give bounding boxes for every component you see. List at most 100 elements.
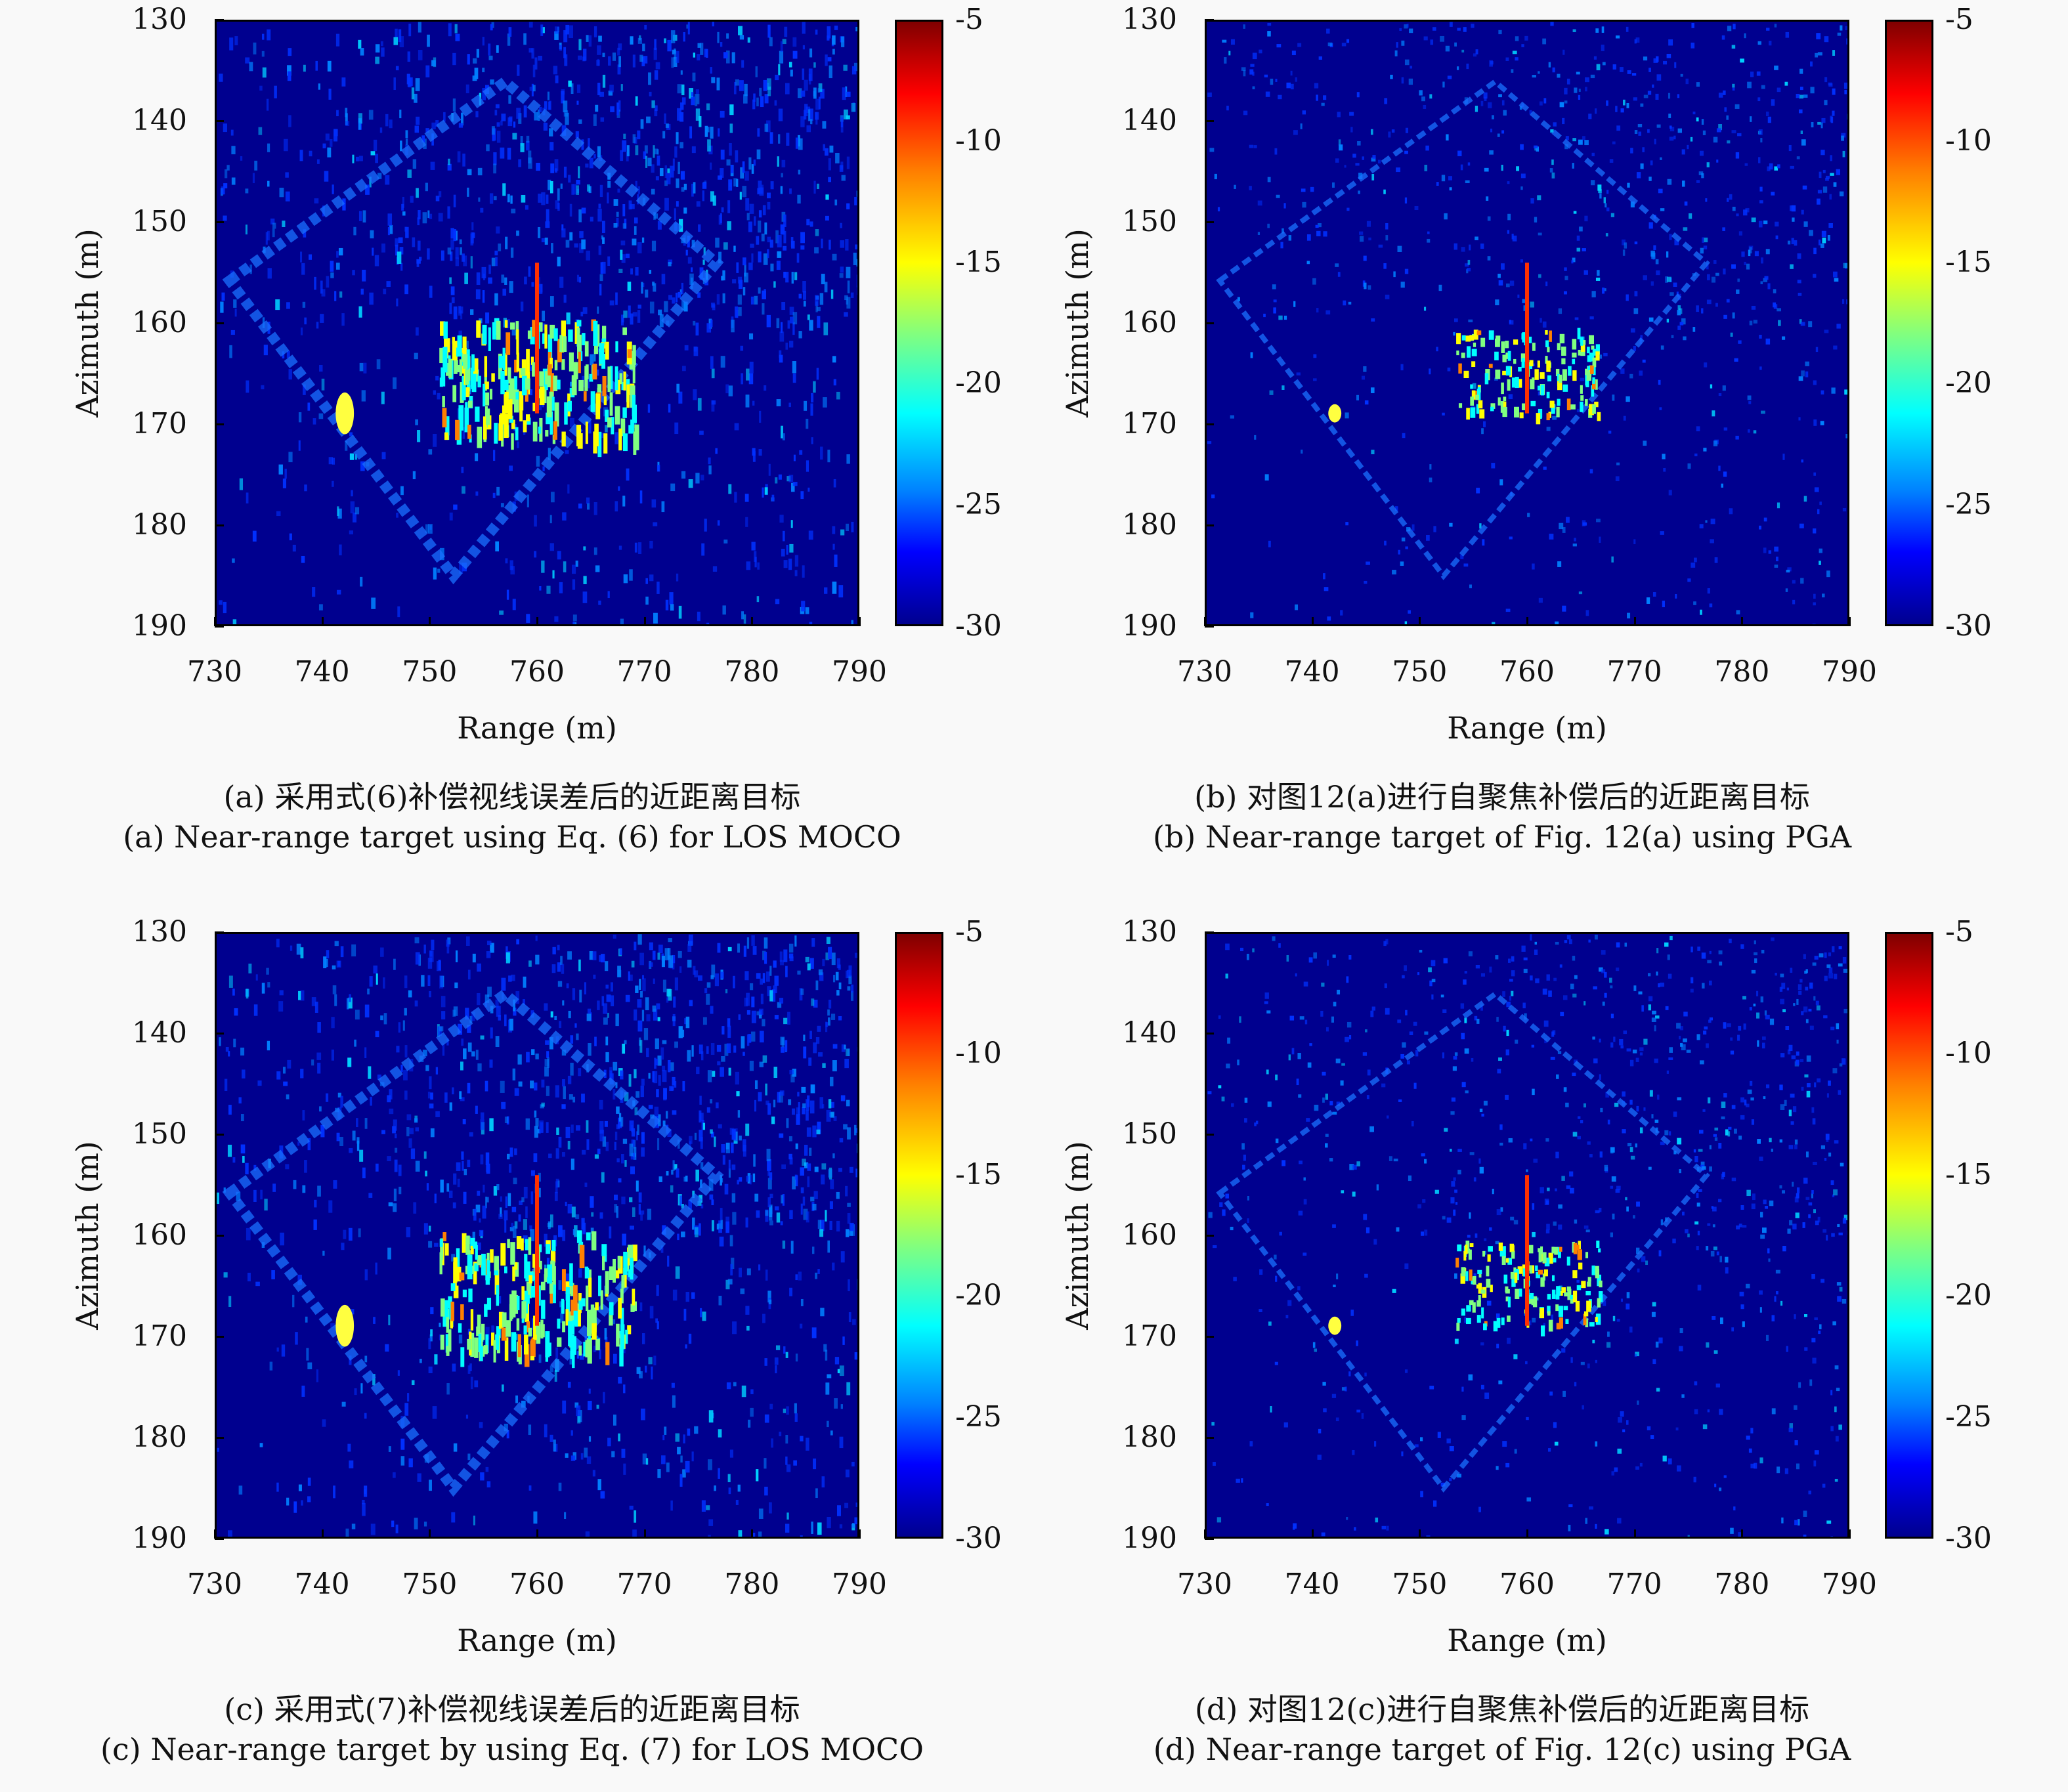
speckle-mark (1605, 1529, 1609, 1534)
speckle-mark (1679, 1169, 1681, 1173)
speckle-mark (1804, 221, 1808, 227)
speckle-mark (1226, 973, 1228, 978)
speckle-mark (1668, 114, 1671, 118)
speckle-mark (729, 1160, 731, 1170)
speckle-mark (574, 244, 578, 247)
speckle-mark (767, 237, 771, 242)
speckle-mark (299, 1485, 302, 1491)
target-mark (559, 335, 562, 352)
speckle-mark (1750, 321, 1753, 326)
speckle-mark (632, 961, 635, 968)
speckle-mark (710, 1099, 712, 1103)
speckle-mark (1530, 1139, 1532, 1141)
speckle-mark (616, 102, 618, 115)
speckle-mark (246, 224, 248, 234)
speckle-mark (636, 1181, 639, 1192)
target-mark (490, 389, 492, 400)
speckle-mark (415, 419, 418, 425)
speckle-mark (733, 1382, 737, 1386)
speckle-mark (1759, 366, 1762, 370)
speckle-mark (809, 320, 813, 330)
speckle-mark (813, 1042, 817, 1053)
target-mark (527, 1295, 529, 1304)
speckle-mark (1740, 944, 1744, 949)
speckle-mark (1760, 1235, 1765, 1239)
speckle-mark (1804, 971, 1807, 974)
target-mark (471, 1309, 473, 1331)
speckle-mark (425, 182, 428, 191)
speckle-mark (733, 1046, 736, 1053)
speckle-mark (844, 1503, 848, 1508)
speckle-mark (299, 440, 301, 451)
speckle-mark (1603, 62, 1606, 65)
speckle-mark (1569, 939, 1572, 944)
target-mark (511, 1291, 517, 1311)
speckle-mark (397, 251, 402, 264)
speckle-mark (282, 1344, 285, 1356)
speckle-mark (1677, 1465, 1681, 1471)
speckle-mark (1398, 550, 1400, 555)
speckle-mark (493, 163, 496, 173)
speckle-mark (1446, 46, 1450, 52)
speckle-mark (679, 966, 681, 973)
speckle-mark (707, 982, 711, 987)
target-mark (517, 1296, 519, 1310)
speckle-mark (600, 1212, 603, 1219)
speckle-mark (460, 1061, 463, 1070)
speckle-mark (1631, 1156, 1635, 1160)
speckle-mark (1532, 564, 1535, 570)
speckle-mark (848, 280, 850, 293)
target-mark (1520, 412, 1524, 418)
x-tick-mark (859, 617, 861, 626)
speckle-mark (557, 945, 560, 950)
speckle-mark (1669, 137, 1674, 140)
speckle-mark (437, 393, 441, 400)
speckle-mark (800, 1436, 803, 1441)
target-mark (519, 402, 523, 421)
speckle-mark (563, 100, 567, 112)
speckle-mark (1568, 1504, 1572, 1507)
speckle-mark (748, 158, 751, 170)
speckle-mark (668, 1060, 670, 1072)
speckle-mark (1698, 1189, 1702, 1192)
speckle-mark (1664, 943, 1668, 947)
speckle-mark (789, 544, 793, 553)
speckle-mark (478, 168, 483, 175)
speckle-mark (1297, 1053, 1301, 1059)
y-tick-label: 150 (98, 207, 187, 236)
speckle-mark (769, 1300, 771, 1304)
speckle-mark (750, 1408, 753, 1417)
target-mark (477, 376, 481, 388)
speckle-mark (435, 1194, 437, 1204)
speckle-mark (1619, 1039, 1623, 1045)
speckle-mark (785, 83, 790, 94)
speckle-mark (1830, 155, 1832, 161)
speckle-mark (1832, 1321, 1836, 1325)
speckle-mark (1643, 360, 1646, 363)
speckle-mark (1424, 165, 1427, 171)
speckle-mark (1623, 100, 1626, 106)
speckle-mark (716, 1102, 719, 1108)
target-mark (1489, 364, 1493, 368)
speckle-mark (475, 453, 478, 461)
speckle-mark (459, 123, 463, 127)
y-tick-mark (215, 1033, 224, 1035)
speckle-mark (747, 213, 750, 220)
speckle-mark (1448, 176, 1452, 181)
speckle-mark (1655, 1120, 1659, 1123)
speckle-mark (576, 185, 579, 195)
speckle-mark (302, 1185, 305, 1193)
target-mark (634, 425, 639, 450)
speckle-mark (750, 204, 754, 214)
speckle-mark (324, 171, 329, 181)
speckle-mark (1840, 26, 1842, 31)
target-mark (442, 396, 445, 407)
speckle-mark (672, 1110, 677, 1115)
speckle-mark (783, 1018, 787, 1024)
speckle-mark (769, 37, 773, 47)
speckle-mark (376, 44, 379, 53)
speckle-mark (1719, 1256, 1722, 1262)
target-mark (491, 373, 495, 382)
speckle-mark (564, 295, 567, 303)
speckle-mark (1326, 29, 1329, 34)
